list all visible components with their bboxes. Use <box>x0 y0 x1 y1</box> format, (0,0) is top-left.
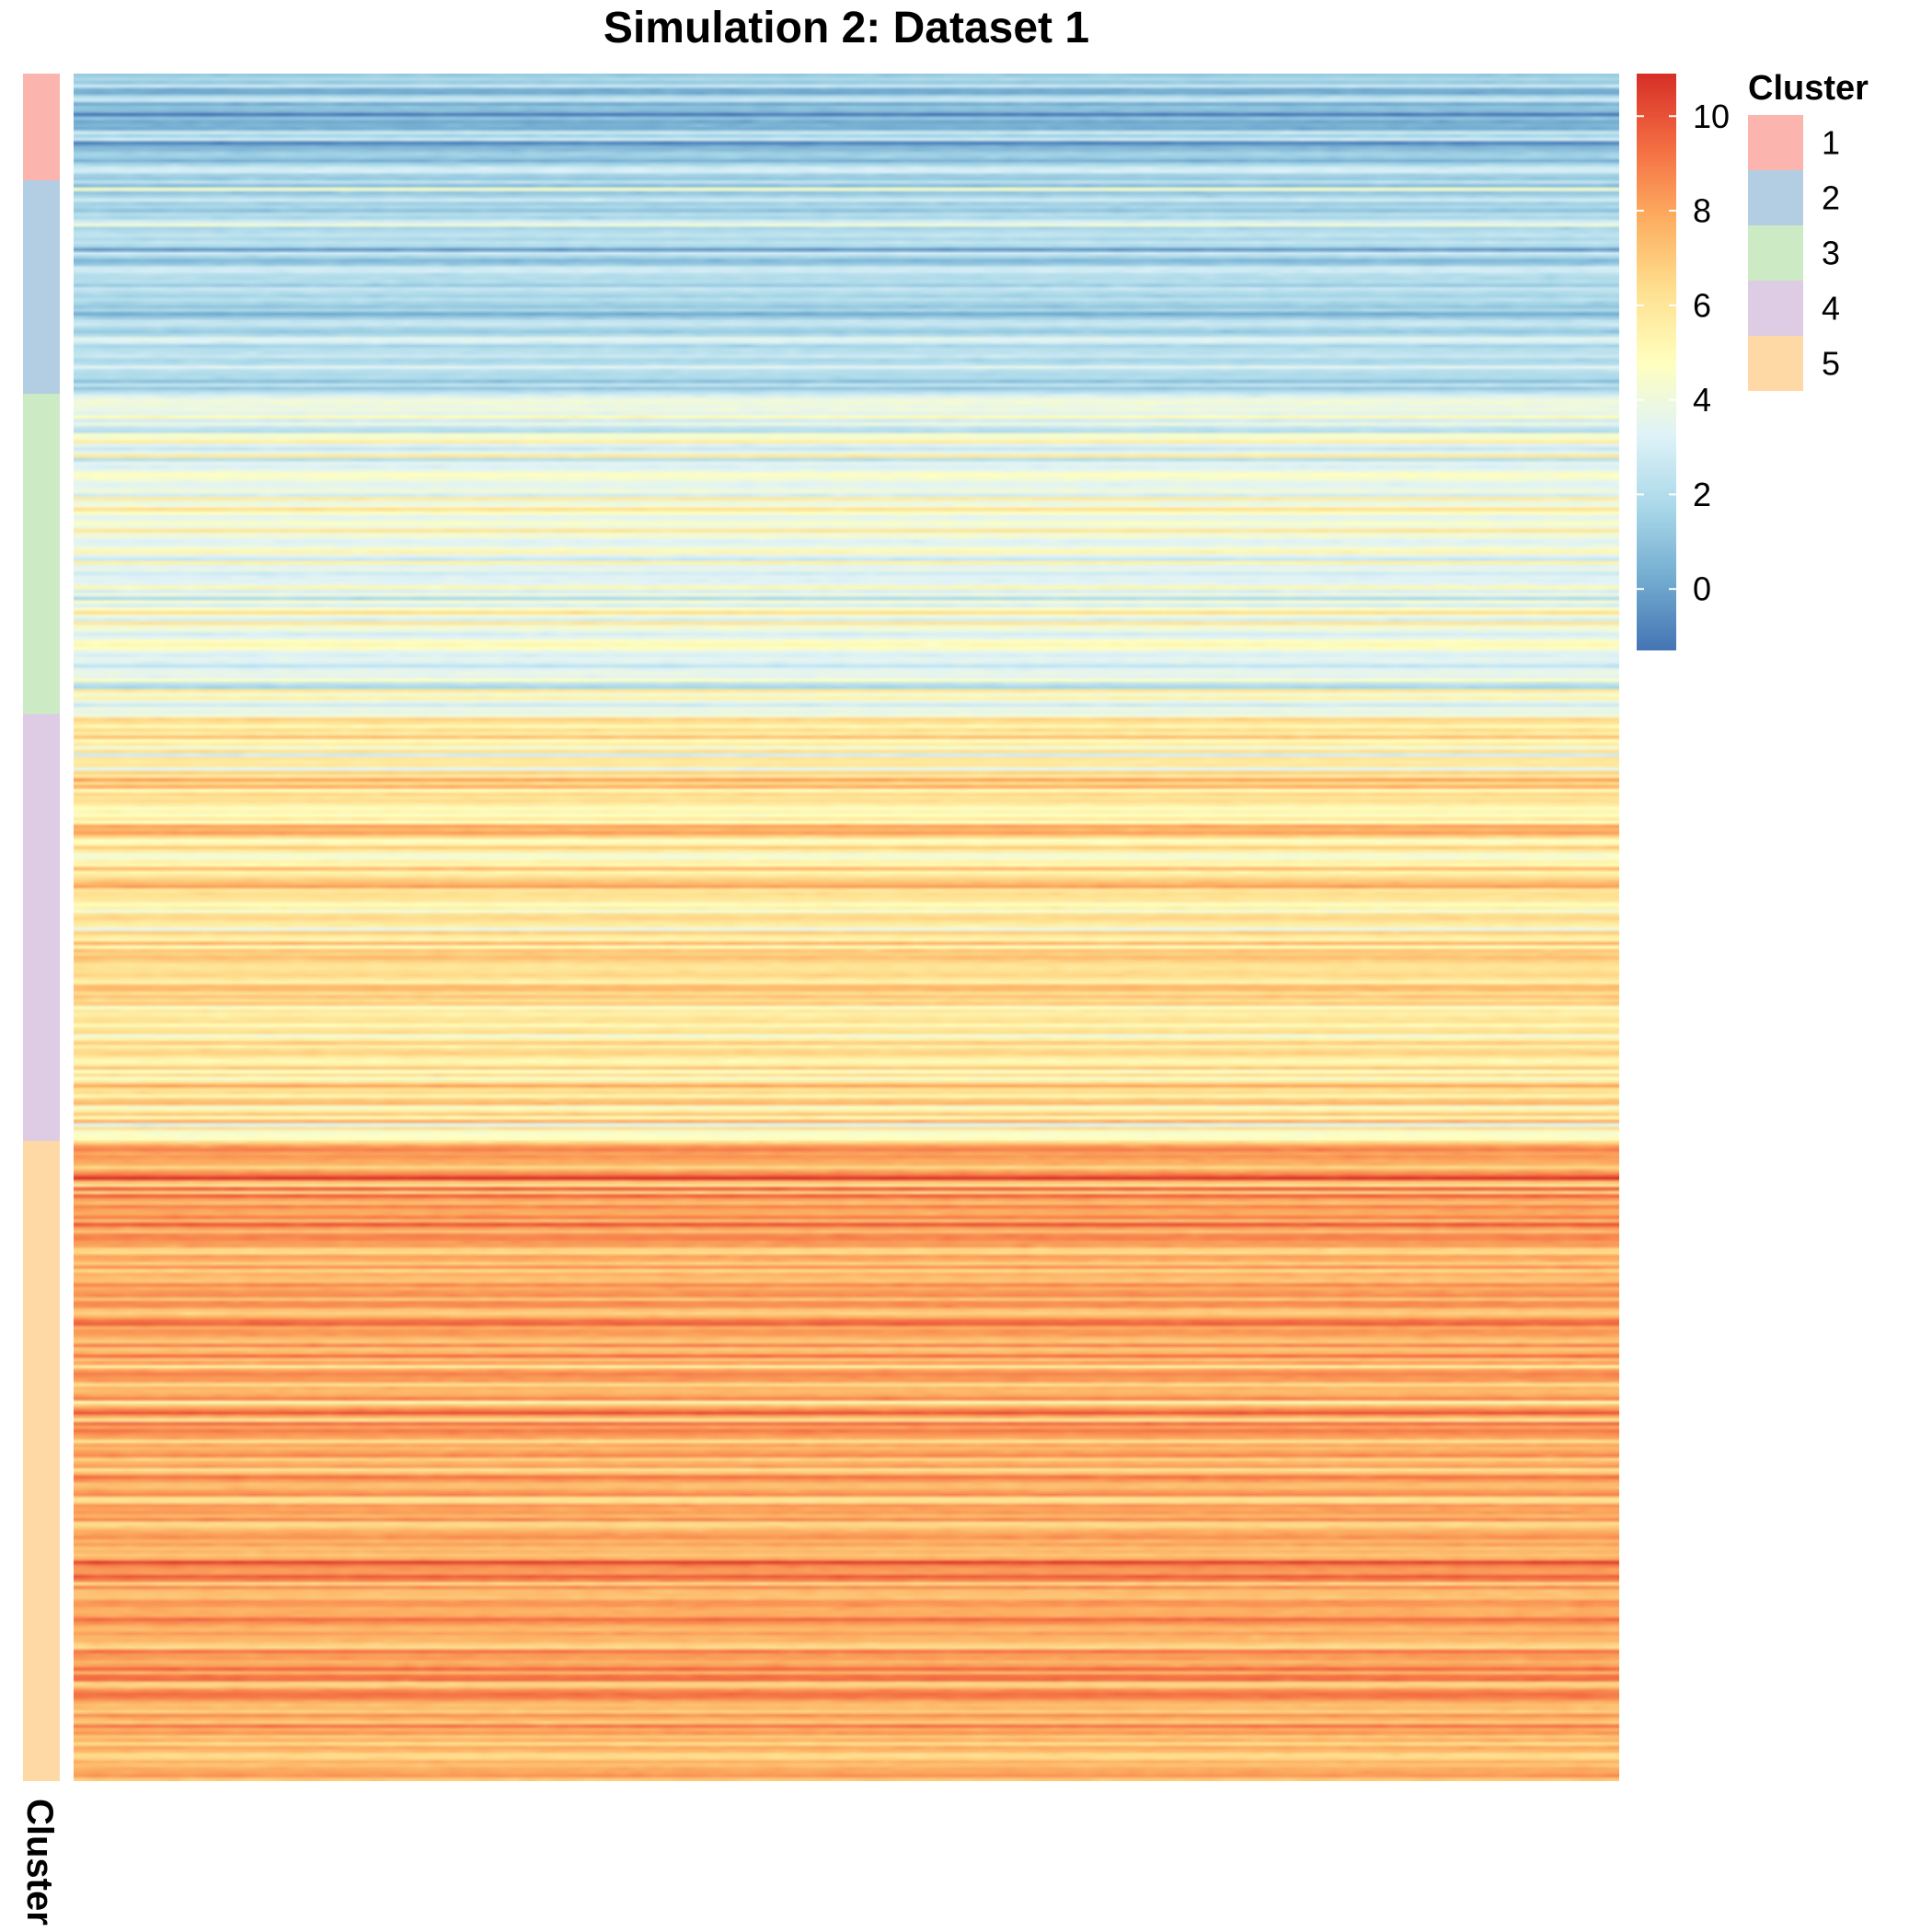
colorbar-tick-label: 4 <box>1693 381 1711 419</box>
colorbar-ticks: 0 2 4 6 8 10 <box>1637 98 1730 608</box>
legend-label-3: 3 <box>1822 235 1840 272</box>
legend-swatch-4 <box>1748 281 1803 336</box>
colorbar-tick-label: 10 <box>1693 98 1730 135</box>
annotation-segment-cluster-2 <box>23 180 60 394</box>
legend-label-5: 5 <box>1822 345 1840 383</box>
legend-swatch-2 <box>1748 170 1803 225</box>
row-annotation-label: Cluster <box>19 1799 60 1926</box>
legend-label-2: 2 <box>1822 179 1840 217</box>
chart-title: Simulation 2: Dataset 1 <box>604 4 1089 52</box>
legend-swatch-3 <box>1748 225 1803 281</box>
colorbar-gradient <box>1637 74 1676 650</box>
row-annotation-bar <box>23 74 60 1781</box>
colorbar: 0 2 4 6 8 10 <box>1637 74 1730 650</box>
annotation-segment-cluster-3 <box>23 394 60 714</box>
colorbar-tick-label: 6 <box>1693 286 1711 324</box>
legend-label-1: 1 <box>1822 124 1840 162</box>
legend-title: Cluster <box>1748 69 1869 108</box>
colorbar-tick-label: 2 <box>1693 476 1711 513</box>
heatmap-body <box>74 74 1619 1781</box>
colorbar-tick-label: 0 <box>1693 570 1711 608</box>
annotation-segment-cluster-5 <box>23 1141 60 1781</box>
colorbar-tick-label: 8 <box>1693 192 1711 230</box>
annotation-segment-cluster-4 <box>23 714 60 1141</box>
annotation-segment-cluster-1 <box>23 74 60 180</box>
legend-swatch-5 <box>1748 336 1803 391</box>
legend-label-4: 4 <box>1822 290 1840 328</box>
legend-swatch-1 <box>1748 115 1803 170</box>
cluster-legend: 1 2 3 4 5 <box>1748 115 1840 391</box>
